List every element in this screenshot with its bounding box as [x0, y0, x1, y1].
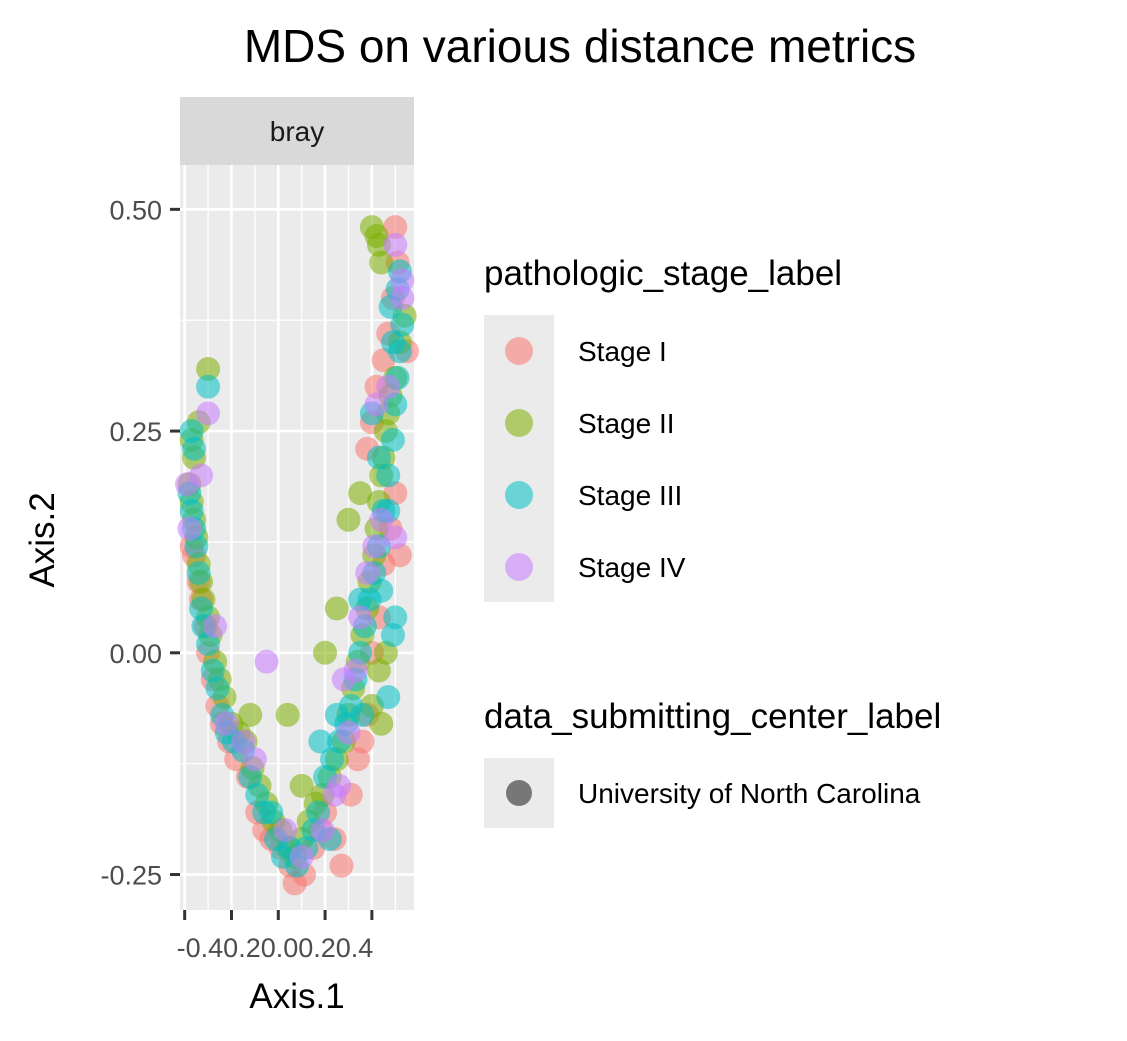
data-point: [179, 498, 204, 523]
data-point: [336, 720, 361, 745]
legend-color-title: pathologic_stage_label: [484, 254, 842, 293]
data-point: [380, 427, 405, 452]
data-point: [275, 702, 300, 727]
y-tick-label: -0.25: [100, 861, 162, 891]
data-point: [369, 507, 394, 532]
data-point: [324, 702, 349, 727]
data-point: [327, 773, 352, 798]
data-point: [182, 436, 207, 461]
data-point: [380, 330, 405, 355]
data-point: [196, 356, 221, 381]
data-point: [189, 596, 214, 621]
data-point: [348, 481, 373, 506]
data-point: [310, 818, 335, 843]
y-axis: 0.50 0.25 0.00 -0.25: [100, 195, 180, 891]
y-tick-label: 0.00: [109, 639, 162, 669]
data-points: [175, 215, 419, 896]
data-point: [364, 223, 389, 248]
data-point: [376, 685, 401, 710]
data-point: [390, 286, 415, 311]
data-point: [383, 605, 408, 630]
legend-key-stage-iii: [505, 481, 533, 509]
data-point: [366, 445, 391, 470]
data-point: [214, 711, 239, 736]
legend-shape-label: University of North Carolina: [578, 778, 921, 809]
data-point: [376, 374, 401, 399]
data-point: [273, 818, 298, 843]
data-point: [205, 676, 230, 701]
data-point: [390, 312, 415, 337]
data-point: [362, 534, 387, 559]
y-axis-title: Axis.2: [23, 492, 62, 587]
legend-shape-title: data_submitting_center_label: [484, 697, 941, 736]
data-point: [254, 649, 279, 674]
data-point: [231, 729, 256, 754]
data-point: [238, 702, 263, 727]
data-point: [380, 623, 405, 648]
data-point: [376, 463, 401, 488]
data-point: [324, 596, 349, 621]
data-point: [369, 250, 394, 275]
data-point: [383, 232, 408, 257]
data-point: [289, 773, 314, 798]
data-point: [189, 463, 214, 488]
data-point: [179, 419, 204, 444]
data-point: [383, 525, 408, 550]
y-tick-label: 0.25: [109, 417, 162, 447]
data-point: [355, 560, 380, 585]
data-point: [196, 401, 221, 426]
legend-color: Stage I Stage II Stage III Stage IV: [484, 315, 686, 602]
data-point: [313, 640, 338, 665]
data-point: [350, 702, 375, 727]
data-point: [390, 268, 415, 293]
y-tick-label: 0.50: [109, 195, 162, 225]
data-point: [383, 215, 408, 240]
data-point: [242, 747, 267, 772]
chart-title: MDS on various distance metrics: [244, 20, 916, 72]
data-point: [177, 516, 202, 541]
data-point: [289, 844, 314, 869]
data-point: [348, 605, 373, 630]
legend-key-stage-i: [505, 337, 533, 365]
facet-strip: [180, 97, 414, 165]
x-axis: [183, 910, 374, 920]
legend-label: Stage III: [578, 480, 682, 511]
data-point: [259, 800, 284, 825]
legend-label: Stage IV: [578, 552, 686, 583]
legend-key-stage-iv: [505, 553, 533, 581]
facet-strip-label: bray: [270, 116, 324, 147]
legend-key-stage-ii: [505, 409, 533, 437]
data-point: [331, 667, 356, 692]
data-point: [369, 578, 394, 603]
data-point: [186, 560, 211, 585]
x-axis-title: Axis.1: [249, 977, 344, 1016]
data-point: [369, 711, 394, 736]
data-point: [348, 587, 373, 612]
data-point: [203, 614, 228, 639]
data-point: [308, 729, 333, 754]
legend-shape-key: [506, 780, 532, 806]
data-point: [336, 507, 361, 532]
legend-label: Stage I: [578, 336, 667, 367]
x-tick-labels: -0.40.20.00.20.4: [177, 933, 374, 963]
legend-label: Stage II: [578, 408, 675, 439]
data-point: [329, 853, 354, 878]
data-point: [364, 392, 389, 417]
data-point: [196, 374, 221, 399]
